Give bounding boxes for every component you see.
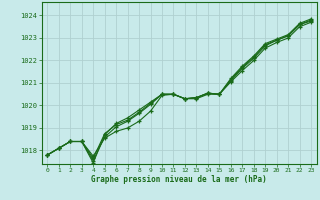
X-axis label: Graphe pression niveau de la mer (hPa): Graphe pression niveau de la mer (hPa): [91, 175, 267, 184]
